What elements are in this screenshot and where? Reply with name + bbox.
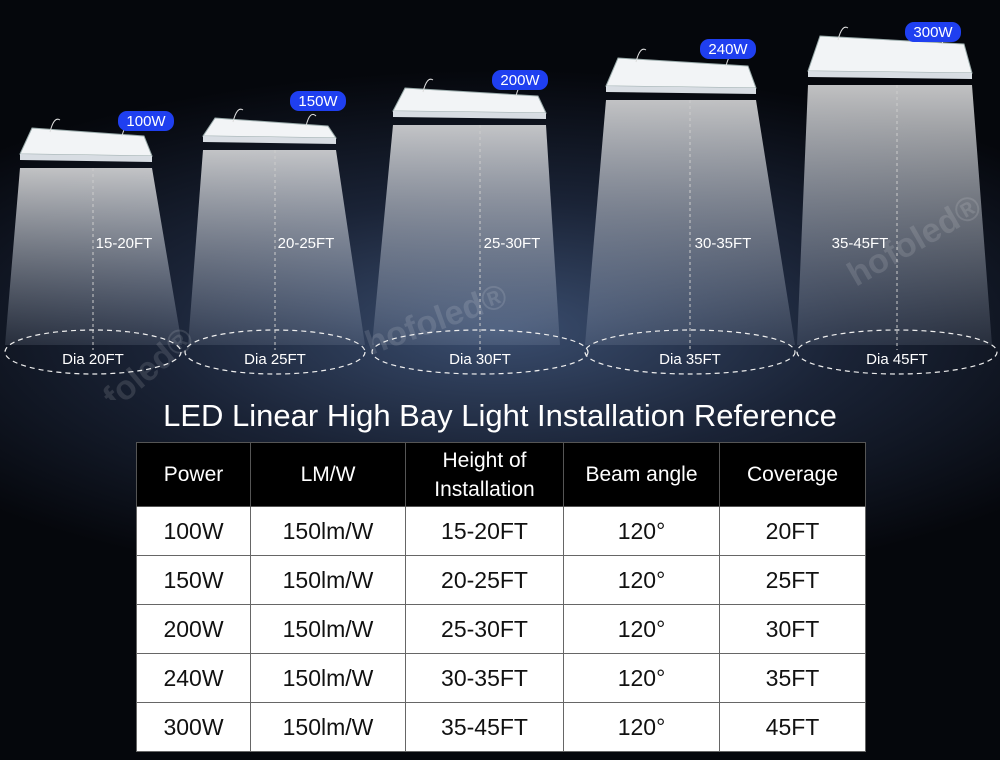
fixture-side [606, 86, 756, 94]
height-label: 35-45FT [832, 235, 889, 252]
power-badge [905, 22, 961, 42]
coverage-ellipse [584, 329, 796, 375]
height-label: 25-30FT [484, 235, 541, 252]
power-label: 240W [708, 41, 748, 58]
light-beam [188, 150, 365, 345]
title: LED Linear High Bay Light Installation R… [163, 398, 837, 433]
power-label: 300W [913, 24, 953, 41]
table-cell: 120° [563, 555, 720, 605]
height-label: 30-35FT [695, 235, 752, 252]
light-beam [372, 125, 560, 345]
header-cell: Height of Installation [405, 442, 564, 507]
power-label: 200W [500, 72, 540, 89]
coverage-ellipse [371, 329, 589, 375]
height-label: 20-25FT [278, 235, 335, 252]
header-cell: Power [136, 442, 251, 507]
table-cell: 150lm/W [250, 555, 406, 605]
header-cell: LM/W [250, 442, 406, 507]
table-row: 150W 150lm/W 20-25FT 120° 25FT [136, 555, 866, 605]
power-badge [118, 111, 174, 131]
table-cell: 30-35FT [405, 653, 564, 703]
table-cell: 150W [136, 555, 251, 605]
header-cell: Coverage [719, 442, 866, 507]
reference-table: Power LM/W Height of Installation Beam angl… [136, 442, 866, 752]
fixture [202, 117, 337, 139]
light-beam [797, 85, 992, 345]
power-badge [290, 91, 346, 111]
diameter-label: Dia 45FT [866, 351, 928, 368]
table-cell: 25FT [719, 555, 866, 605]
fixture-side [203, 136, 336, 144]
light-beam [5, 168, 182, 345]
height-label: 15-20FT [96, 235, 153, 252]
lights-illustration: 100W 15-20FT Dia 20FT 150W 20-25FT Dia 25FT 20… [4, 22, 998, 375]
table-cell: 150lm/W [250, 506, 406, 556]
coverage-ellipse [4, 329, 182, 375]
diameter-label: Dia 35FT [659, 351, 721, 368]
table-cell: 150lm/W [250, 702, 406, 752]
fixture [392, 87, 547, 114]
table-row: 100W 150lm/W 15-20FT 120° 20FT [136, 506, 866, 556]
diameter-label: Dia 30FT [449, 351, 511, 368]
table-cell: 15-20FT [405, 506, 564, 556]
table-row: 300W 150lm/W 35-45FT 120° 45FT [136, 702, 866, 752]
table-cell: 20FT [719, 506, 866, 556]
table-cell: 120° [563, 506, 720, 556]
table-cell: 25-30FT [405, 604, 564, 654]
table-cell: 200W [136, 604, 251, 654]
table-row: 200W 150lm/W 25-30FT 120° 30FT [136, 604, 866, 654]
power-badge [700, 39, 756, 59]
table-cell: 35-45FT [405, 702, 564, 752]
table-cell: 120° [563, 702, 720, 752]
table-cell: 30FT [719, 604, 866, 654]
table-cell: 35FT [719, 653, 866, 703]
table-cell: 120° [563, 653, 720, 703]
table-cell: 45FT [719, 702, 866, 752]
fixture [19, 127, 153, 157]
power-label: 100W [126, 113, 166, 130]
header-cell: Beam angle [563, 442, 720, 507]
diameter-label: Dia 25FT [244, 351, 306, 368]
table-cell: 300W [136, 702, 251, 752]
power-label: 150W [298, 93, 338, 110]
table-cell: 240W [136, 653, 251, 703]
coverage-ellipse [796, 329, 998, 375]
fixture-side [20, 154, 152, 162]
fixture-side [393, 111, 546, 119]
fixture [605, 57, 757, 89]
coverage-ellipse [184, 329, 366, 375]
table-cell: 100W [136, 506, 251, 556]
header-row: Power LM/W Height of Installation Beam angl… [136, 442, 866, 507]
fixture-side [808, 71, 972, 79]
table-cell: 150lm/W [250, 604, 406, 654]
table-cell: 120° [563, 604, 720, 654]
table-cell: 20-25FT [405, 555, 564, 605]
hanger [232, 108, 317, 127]
power-badge [492, 70, 548, 90]
table-cell: 150lm/W [250, 653, 406, 703]
diameter-label: Dia 20FT [62, 351, 124, 368]
table-row: 240W 150lm/W 30-35FT 120° 35FT [136, 653, 866, 703]
